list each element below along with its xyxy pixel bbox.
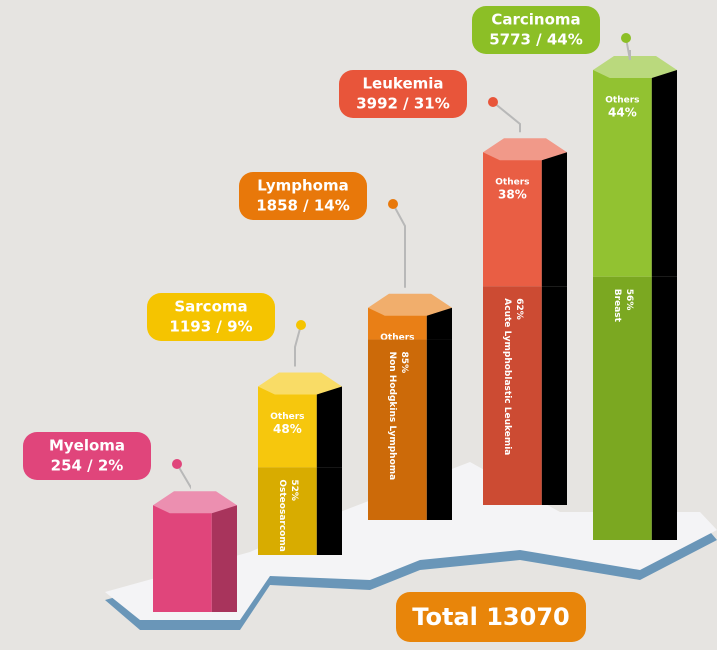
total-box bbox=[396, 592, 586, 642]
segment-name: Others bbox=[270, 412, 304, 422]
leader-line bbox=[492, 101, 521, 133]
prism-front bbox=[368, 339, 427, 520]
callout-value: 1193 / 9% bbox=[169, 318, 252, 336]
segment-label: 62% bbox=[514, 298, 524, 320]
leader-dot bbox=[172, 459, 182, 469]
segment-text: Non Hodgkins Lymphoma 85% bbox=[387, 352, 409, 481]
callout-value: 254 / 2% bbox=[51, 457, 124, 475]
callout-box bbox=[339, 70, 467, 118]
prism-front bbox=[258, 386, 317, 468]
segment-text: Osteosarcoma 52% bbox=[277, 479, 299, 551]
prism-side bbox=[651, 70, 677, 277]
prism-top bbox=[153, 491, 237, 514]
prism-top bbox=[593, 56, 677, 78]
segment-text: Breast 56% bbox=[612, 289, 634, 323]
prism-side bbox=[426, 339, 452, 520]
segment-label: 48% bbox=[273, 422, 302, 436]
total-label: Total bbox=[412, 603, 478, 631]
callout-box bbox=[23, 432, 151, 480]
callout-value: 1858 / 14% bbox=[256, 197, 350, 215]
leader-line bbox=[392, 203, 406, 288]
leader-line bbox=[294, 324, 302, 367]
leader-line bbox=[625, 37, 631, 61]
prism-front bbox=[483, 152, 542, 287]
prism-front bbox=[153, 505, 212, 612]
segment-label: 44% bbox=[608, 106, 637, 120]
total: Total 13070 bbox=[412, 603, 569, 631]
total-value: 13070 bbox=[486, 603, 570, 631]
leader-dot bbox=[388, 199, 398, 209]
segment-label: 38% bbox=[498, 188, 527, 202]
segment-text: Acute Lymphoblastic Leukemia 62% bbox=[502, 298, 524, 455]
prism-top bbox=[483, 138, 567, 161]
prism-side bbox=[316, 386, 342, 468]
segment-label: 52% bbox=[289, 479, 299, 501]
leader-line bbox=[176, 463, 191, 490]
prism-top bbox=[368, 293, 452, 316]
segment-name: Others bbox=[495, 178, 529, 188]
callout-value: 5773 / 44% bbox=[489, 31, 583, 49]
prism-front bbox=[593, 70, 652, 277]
prism-side bbox=[211, 505, 237, 612]
prism-front bbox=[593, 276, 652, 540]
segment-name: Osteosarcoma bbox=[277, 479, 287, 551]
segment-name: Others bbox=[605, 96, 639, 106]
callout-box bbox=[239, 172, 367, 220]
callout-name: Lymphoma bbox=[257, 177, 348, 195]
segment-name: Acute Lymphoblastic Leukemia bbox=[502, 298, 512, 455]
prism-side bbox=[541, 152, 567, 287]
callout-box bbox=[472, 6, 600, 54]
callout-name: Myeloma bbox=[49, 437, 125, 455]
segment-label: 56% bbox=[624, 289, 634, 311]
prism-side bbox=[316, 467, 342, 555]
callout-box bbox=[147, 293, 275, 341]
callout-name: Sarcoma bbox=[174, 298, 247, 316]
prism-side bbox=[651, 276, 677, 540]
prism-front bbox=[483, 286, 542, 505]
segment-name: Breast bbox=[612, 289, 622, 323]
callout-value: 3992 / 31% bbox=[356, 95, 450, 113]
prism-side bbox=[541, 286, 567, 505]
callout-name: Leukemia bbox=[362, 75, 443, 93]
segment-label: 85% bbox=[399, 352, 409, 374]
prism-front bbox=[258, 467, 317, 555]
segment-name: Non Hodgkins Lymphoma bbox=[387, 352, 397, 481]
leader-dot bbox=[621, 33, 631, 43]
segment-name: Others bbox=[380, 333, 414, 343]
leader-dot bbox=[296, 320, 306, 330]
prism-top bbox=[258, 372, 342, 395]
leader-dot bbox=[488, 97, 498, 107]
callout-name: Carcinoma bbox=[491, 11, 580, 29]
platform bbox=[105, 462, 717, 620]
